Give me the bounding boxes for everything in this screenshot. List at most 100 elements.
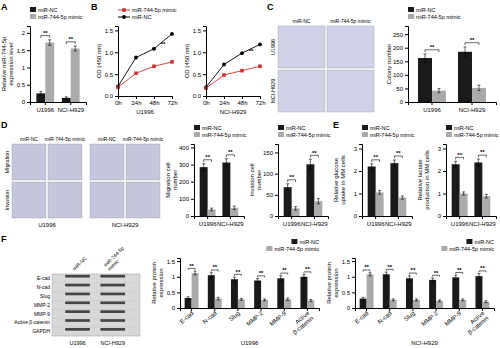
- error-bar: [202, 164, 205, 171]
- text-line: number: [172, 170, 178, 190]
- y-tick: 100: [263, 171, 278, 177]
- error-bar: [477, 274, 480, 279]
- x-tick-label: NCI-H929: [301, 221, 328, 227]
- marks: [204, 42, 262, 89]
- annotation: **: [205, 154, 210, 160]
- bar: [367, 274, 374, 308]
- tick-mark: [115, 30, 118, 31]
- panel: DmiR-NCmiR-744-5p mimicmiR-NCmiR-744-5p …: [1, 120, 164, 228]
- x-tick: N-cad: [202, 308, 218, 325]
- y-axis-title: Relative miR-744-5pexpression level: [1, 36, 14, 91]
- image-placeholder: [327, 70, 374, 112]
- legend: miR-NCmiR-744-5p mimic: [266, 239, 319, 252]
- column-label: miR-NC: [98, 136, 116, 142]
- tick-mark: [359, 194, 362, 195]
- error-bar: [286, 298, 289, 301]
- bar: [222, 163, 230, 216]
- error-bar: [415, 299, 418, 301]
- x-tick: E-cad: [354, 308, 370, 325]
- bar: [429, 280, 436, 308]
- y-tick: 0.5: [105, 72, 118, 78]
- y-tick-label: 0: [438, 213, 442, 219]
- error-bar: [408, 276, 411, 281]
- axis-line: [363, 217, 413, 220]
- row-label: GAPDH: [32, 328, 50, 334]
- y-tick-label: 1: [438, 191, 442, 197]
- legend-label: miR-744-5p mimic: [274, 246, 319, 252]
- text-line: OD (450 nm): [184, 44, 190, 79]
- blot-band: [65, 301, 90, 304]
- bar: [418, 58, 432, 102]
- text-line: miR-744-5p mimic: [330, 18, 371, 24]
- panel: CmiR-NCmiR-744-5p mimicU1996NCI-H929: [267, 2, 374, 112]
- bar: [458, 52, 472, 102]
- error-bar: [464, 47, 467, 57]
- x-tick: MMP-2: [420, 308, 439, 327]
- group-label: U1996: [38, 222, 56, 228]
- axis-line: [275, 145, 279, 217]
- y-tick: 1: [172, 274, 180, 280]
- panel-label: C: [267, 2, 274, 12]
- plot: **0.00.51.01.50h24h48h72h: [193, 27, 266, 107]
- text-line: NCI-H929: [469, 221, 496, 227]
- tick-mark: [115, 74, 118, 75]
- annotation: **: [430, 44, 435, 50]
- x-tick: MMP-9: [444, 308, 463, 327]
- tick-mark: [191, 308, 192, 311]
- x-tick: 72h: [167, 96, 177, 106]
- legend: miR-NCmiR-744-5p mimic: [362, 125, 415, 138]
- x-tick: 0h: [115, 96, 122, 106]
- error-bar: [217, 297, 220, 300]
- row-label: MMP-9: [34, 311, 50, 317]
- error-bar: [309, 300, 312, 302]
- column-label: miR-744-5p mimic: [45, 136, 86, 142]
- bar: [413, 300, 420, 308]
- tick-mark: [224, 96, 225, 99]
- tick-mark: [237, 308, 238, 311]
- text-line: NCI-H929: [57, 107, 84, 113]
- legend-label: miR-NC: [286, 125, 306, 131]
- marks: [368, 160, 407, 216]
- text-line: expression: [333, 268, 339, 297]
- panel-label: D: [1, 120, 8, 130]
- x-tick: 48h: [237, 96, 247, 106]
- image-placeholder: [52, 274, 140, 336]
- y-axis: 0.00.51.01.5: [193, 27, 207, 100]
- y-tick-label: 2: [438, 168, 442, 174]
- text-line: miR-NC: [293, 18, 311, 24]
- bar: [200, 167, 208, 216]
- plot: ****050100150200250U1996NCI-H929: [393, 27, 497, 114]
- sig-bracket: [66, 42, 75, 44]
- tick-mark: [352, 261, 355, 262]
- bar: [231, 279, 238, 308]
- tick-mark: [207, 216, 208, 219]
- tick-mark: [27, 102, 30, 103]
- tick-mark: [177, 292, 180, 293]
- x-tick-label: U1996: [451, 221, 469, 227]
- x-tick-label: 24h: [219, 100, 229, 106]
- y-tick-label: 1: [22, 65, 26, 71]
- group-label: U1996: [69, 340, 85, 346]
- error-bar: [454, 275, 457, 279]
- tick-mark: [472, 102, 473, 105]
- tick-mark: [314, 216, 315, 219]
- column-label: miR-744-5p mimic: [123, 136, 164, 142]
- legend-label: miR-NC: [299, 239, 319, 245]
- lane-line: [52, 327, 140, 328]
- blot-band: [100, 319, 125, 322]
- x-tick: E-cad: [179, 308, 195, 325]
- point: [240, 51, 244, 55]
- row-label: NCI-H929: [270, 79, 276, 103]
- tick-mark: [443, 171, 446, 172]
- axis-line: [359, 145, 363, 217]
- y-tick: 0: [172, 305, 180, 311]
- error-bar: [233, 277, 236, 281]
- error-bar: [240, 298, 243, 300]
- text-line: U1996: [423, 107, 441, 113]
- tick-mark: [27, 67, 30, 68]
- error-bar: [279, 276, 282, 281]
- panel: ****050100150200250U1996NCI-H929Colony n…: [386, 7, 497, 113]
- legend-item: miR-744-5p mimic: [278, 132, 331, 138]
- panel: E****0123U1996NCI-H929Relative glucoseup…: [333, 120, 415, 227]
- annotations: ****: [288, 150, 319, 182]
